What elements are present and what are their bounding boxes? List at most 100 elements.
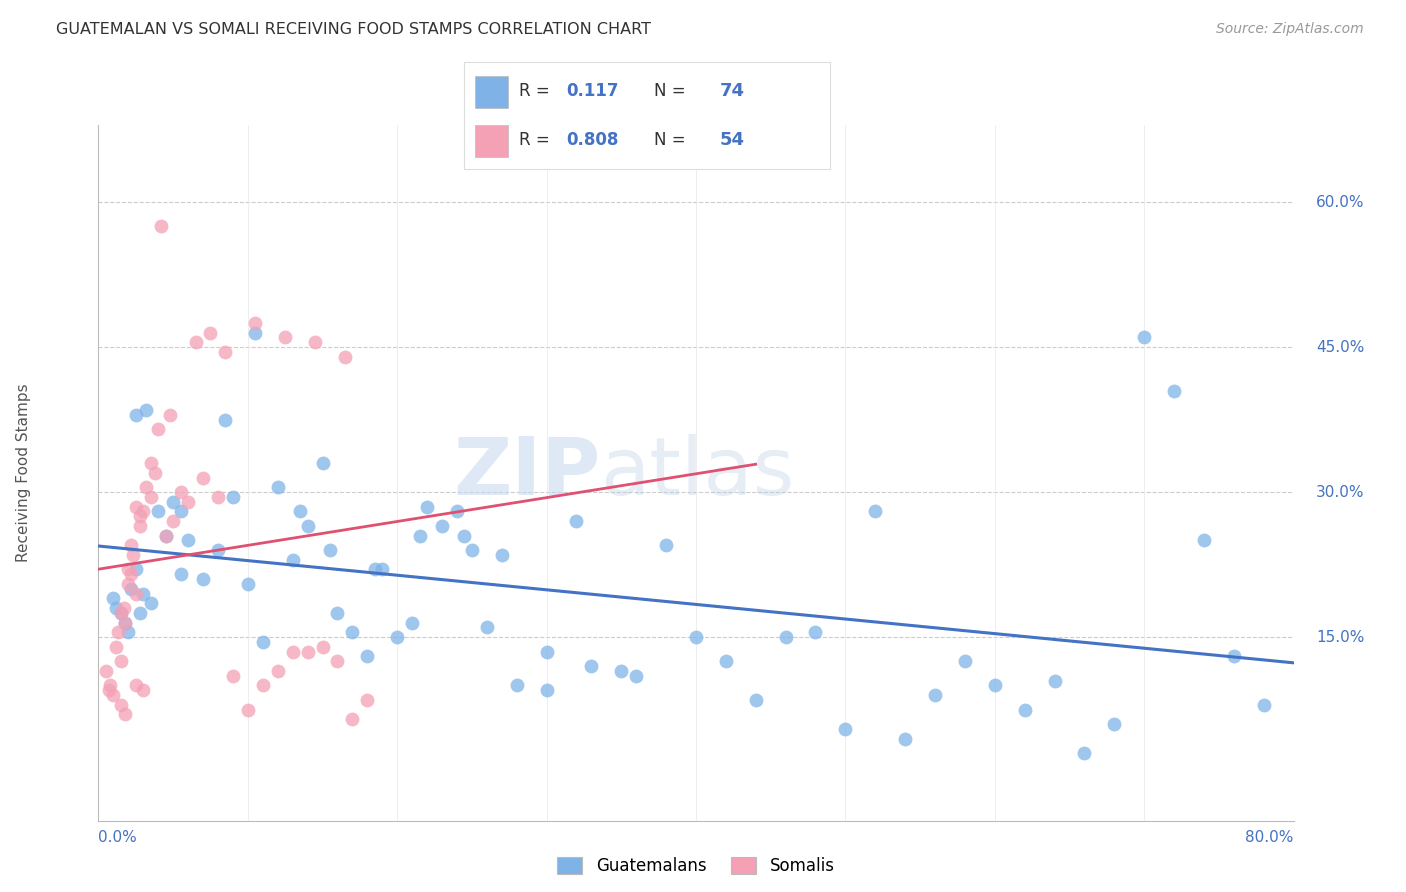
Point: [536, 683, 558, 698]
Point: [1043, 673, 1066, 688]
Point: [245, 316, 267, 330]
Text: 0.0%: 0.0%: [98, 830, 138, 846]
Point: [162, 514, 184, 528]
Point: [714, 654, 737, 668]
Point: [236, 702, 259, 716]
Point: [103, 688, 125, 702]
Point: [110, 654, 132, 668]
Point: [924, 688, 946, 702]
Text: R =: R =: [519, 130, 555, 148]
Legend: Guatemalans, Somalis: Guatemalans, Somalis: [551, 850, 841, 882]
Point: [274, 330, 297, 344]
Point: [159, 408, 181, 422]
Point: [236, 577, 259, 591]
Point: [125, 586, 148, 600]
Point: [461, 543, 484, 558]
Point: [1073, 746, 1095, 760]
Point: [94, 664, 117, 678]
Text: 30.0%: 30.0%: [1316, 484, 1364, 500]
Point: [416, 500, 439, 514]
Text: 15.0%: 15.0%: [1316, 630, 1364, 645]
Text: N =: N =: [654, 130, 690, 148]
FancyBboxPatch shape: [475, 125, 508, 157]
Point: [120, 538, 142, 552]
Point: [245, 326, 267, 340]
Point: [97, 683, 120, 698]
Point: [565, 514, 588, 528]
Point: [184, 335, 207, 350]
Point: [311, 640, 333, 654]
Point: [475, 620, 498, 634]
Point: [135, 480, 157, 494]
Point: [356, 649, 378, 664]
Point: [132, 586, 155, 600]
Point: [267, 664, 290, 678]
Point: [117, 625, 139, 640]
Text: 0.808: 0.808: [567, 130, 619, 148]
Point: [319, 543, 342, 558]
Point: [169, 485, 191, 500]
Text: 60.0%: 60.0%: [1316, 194, 1364, 210]
Point: [252, 678, 274, 692]
Point: [139, 596, 162, 610]
Point: [356, 693, 378, 707]
Point: [177, 494, 200, 508]
Point: [110, 606, 132, 620]
Point: [148, 422, 170, 436]
Point: [834, 722, 856, 736]
Point: [105, 640, 128, 654]
Point: [342, 625, 364, 640]
Text: 45.0%: 45.0%: [1316, 340, 1364, 355]
Text: 80.0%: 80.0%: [1246, 830, 1294, 846]
Point: [804, 625, 827, 640]
Point: [214, 412, 236, 426]
Point: [121, 548, 143, 562]
Point: [103, 591, 125, 606]
Point: [430, 519, 453, 533]
Point: [655, 538, 678, 552]
Point: [371, 562, 394, 576]
Point: [983, 678, 1005, 692]
Point: [139, 456, 162, 470]
Point: [685, 630, 707, 644]
Point: [446, 504, 468, 518]
Point: [155, 528, 177, 542]
Point: [385, 630, 409, 644]
Point: [125, 500, 148, 514]
Point: [120, 582, 142, 596]
Point: [506, 678, 529, 692]
Point: [1253, 698, 1275, 712]
Point: [214, 345, 236, 359]
Point: [1014, 702, 1036, 716]
Point: [581, 659, 603, 673]
Point: [129, 606, 152, 620]
Text: atlas: atlas: [600, 434, 794, 512]
Point: [536, 644, 558, 658]
Point: [297, 644, 319, 658]
Point: [162, 494, 184, 508]
Point: [624, 669, 647, 683]
Point: [105, 601, 128, 615]
Point: [1102, 717, 1125, 731]
Point: [288, 504, 311, 518]
Point: [333, 350, 356, 364]
Point: [107, 625, 129, 640]
Text: N =: N =: [654, 82, 690, 100]
Point: [453, 528, 475, 542]
Text: GUATEMALAN VS SOMALI RECEIVING FOOD STAMPS CORRELATION CHART: GUATEMALAN VS SOMALI RECEIVING FOOD STAM…: [56, 22, 651, 37]
Point: [191, 572, 214, 586]
Point: [364, 562, 387, 576]
Point: [775, 630, 797, 644]
Point: [117, 577, 139, 591]
Point: [281, 552, 304, 567]
Point: [408, 528, 430, 542]
Point: [132, 683, 155, 698]
Text: 74: 74: [720, 82, 745, 100]
Point: [1222, 649, 1246, 664]
Point: [1192, 533, 1215, 548]
Point: [129, 509, 152, 524]
Point: [135, 403, 157, 417]
Point: [491, 548, 513, 562]
Point: [169, 504, 191, 518]
Point: [191, 470, 214, 484]
